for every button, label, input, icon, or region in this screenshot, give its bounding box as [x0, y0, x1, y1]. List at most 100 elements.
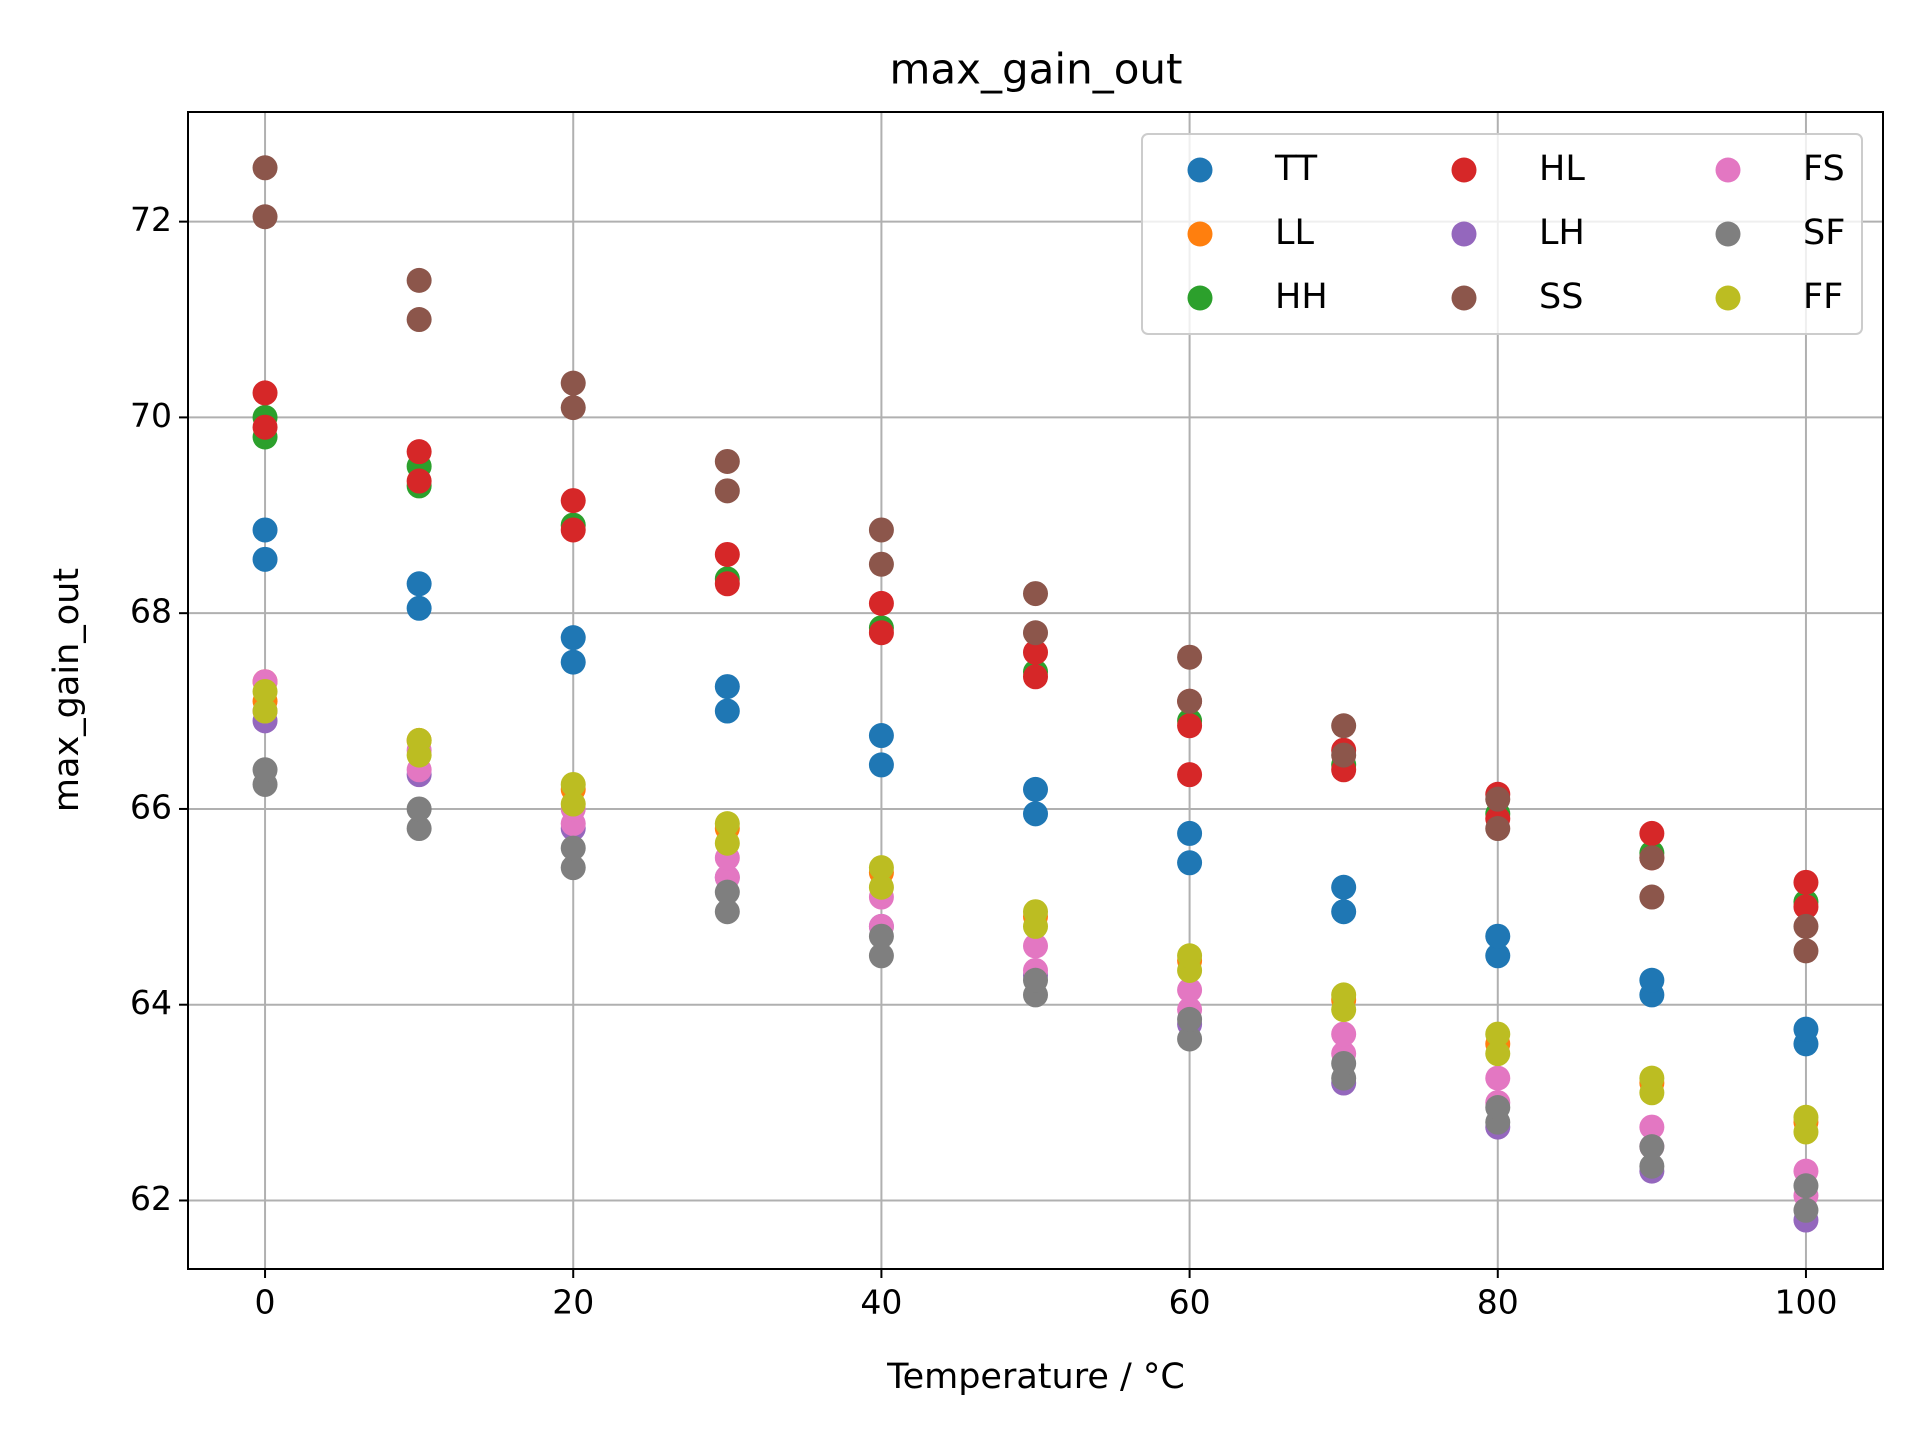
point	[252, 414, 278, 440]
point	[1331, 742, 1357, 768]
point	[714, 541, 740, 567]
legend-marker	[1451, 285, 1477, 311]
point	[1485, 1065, 1511, 1091]
legend-label: HL	[1539, 149, 1585, 189]
legend-marker	[1451, 157, 1477, 183]
y-tick-label: 70	[130, 396, 172, 435]
point	[1793, 1016, 1819, 1042]
point	[560, 517, 586, 543]
point	[1639, 884, 1665, 910]
point	[1485, 943, 1511, 969]
point	[1023, 933, 1048, 959]
point	[1639, 1065, 1665, 1091]
legend-box	[1141, 133, 1863, 335]
point	[406, 468, 432, 494]
point	[1793, 913, 1819, 939]
point	[252, 517, 278, 543]
point	[406, 595, 432, 621]
legend-label: LH	[1539, 213, 1585, 253]
legend-label: SF	[1803, 213, 1845, 253]
point	[1639, 967, 1665, 993]
point	[1023, 639, 1048, 665]
point	[1331, 1050, 1357, 1076]
legend-label: SS	[1539, 277, 1583, 317]
plot-frame	[187, 111, 1884, 1270]
point	[1639, 1134, 1665, 1160]
point	[1793, 869, 1819, 895]
point	[1023, 899, 1048, 925]
x-tick-label: 60	[1169, 1283, 1211, 1322]
y-tick-label: 64	[130, 983, 172, 1022]
point	[560, 488, 586, 514]
point	[868, 723, 894, 749]
point	[868, 620, 894, 646]
legend-label: LL	[1275, 213, 1314, 253]
point	[406, 307, 432, 333]
y-axis-label: max_gain_out	[47, 568, 87, 812]
x-tick-label: 100	[1774, 1283, 1837, 1322]
point	[1177, 943, 1203, 969]
point	[406, 816, 432, 842]
point	[252, 678, 278, 704]
point	[252, 757, 278, 783]
legend-marker	[1187, 221, 1213, 247]
point	[868, 943, 894, 969]
legend-marker	[1187, 157, 1213, 183]
point	[868, 590, 894, 616]
point	[560, 370, 586, 396]
point	[1023, 967, 1048, 993]
point	[1331, 1021, 1357, 1047]
point	[1331, 899, 1357, 925]
point	[560, 835, 586, 861]
point	[714, 811, 740, 837]
x-tick-label: 40	[860, 1283, 902, 1322]
x-axis-label: Temperature / °C	[886, 1357, 1185, 1397]
point	[1023, 801, 1048, 827]
point	[714, 478, 740, 504]
point	[714, 571, 740, 597]
point	[714, 674, 740, 700]
point	[1023, 620, 1048, 646]
point	[1639, 845, 1665, 871]
point	[1485, 1094, 1511, 1120]
point	[252, 380, 278, 406]
legend-label: TT	[1274, 149, 1318, 189]
point	[714, 698, 740, 724]
point	[714, 830, 740, 856]
point	[560, 791, 586, 817]
chart-title: max_gain_out	[890, 45, 1183, 94]
point	[406, 571, 432, 597]
legend-marker	[1187, 285, 1213, 311]
point	[252, 546, 278, 572]
legend-marker	[1715, 221, 1741, 247]
point	[1639, 1153, 1665, 1179]
point	[1023, 581, 1048, 607]
point	[714, 448, 740, 474]
legend-label: FS	[1803, 149, 1845, 189]
point	[560, 625, 586, 651]
point	[1331, 713, 1357, 739]
point	[1177, 850, 1203, 876]
point	[1485, 1021, 1511, 1047]
point	[1793, 1104, 1819, 1130]
legend-label: FF	[1803, 277, 1843, 317]
point	[868, 752, 894, 778]
point	[868, 874, 894, 900]
point	[1177, 1026, 1203, 1052]
point	[1639, 1114, 1665, 1140]
point	[714, 899, 740, 925]
point	[868, 923, 894, 949]
y-tick-label: 62	[130, 1179, 172, 1218]
point	[1485, 923, 1511, 949]
point	[1793, 1197, 1819, 1223]
legend-marker	[1451, 221, 1477, 247]
point	[1177, 1006, 1203, 1032]
point	[1331, 874, 1357, 900]
point	[406, 267, 432, 293]
point	[252, 698, 278, 724]
legend-marker	[1715, 157, 1741, 183]
y-tick-label: 72	[130, 200, 172, 239]
point	[1639, 820, 1665, 846]
point	[1485, 816, 1511, 842]
